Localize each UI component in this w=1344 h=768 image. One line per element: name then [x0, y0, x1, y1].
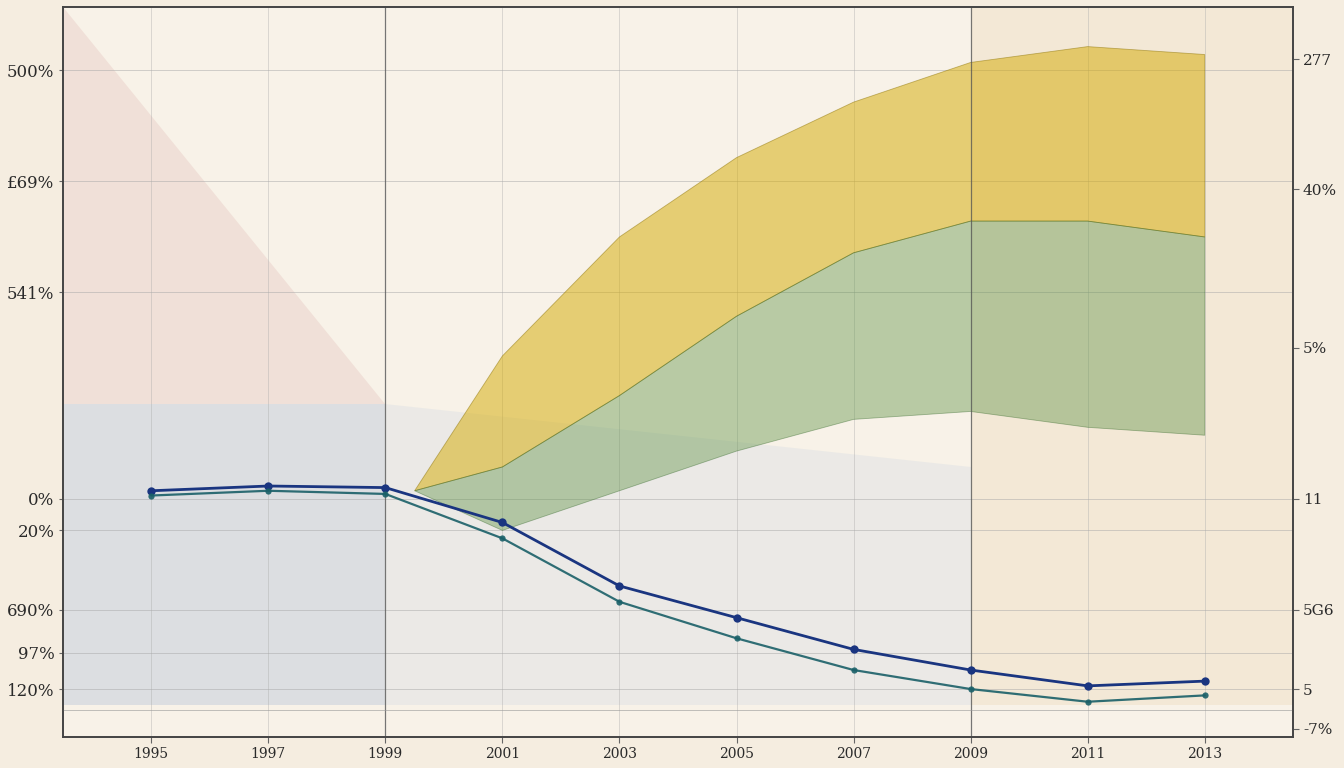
Polygon shape — [415, 47, 1204, 491]
Polygon shape — [415, 221, 1204, 531]
Polygon shape — [970, 7, 1293, 705]
Polygon shape — [63, 403, 560, 705]
Polygon shape — [63, 7, 620, 403]
Polygon shape — [386, 403, 970, 705]
